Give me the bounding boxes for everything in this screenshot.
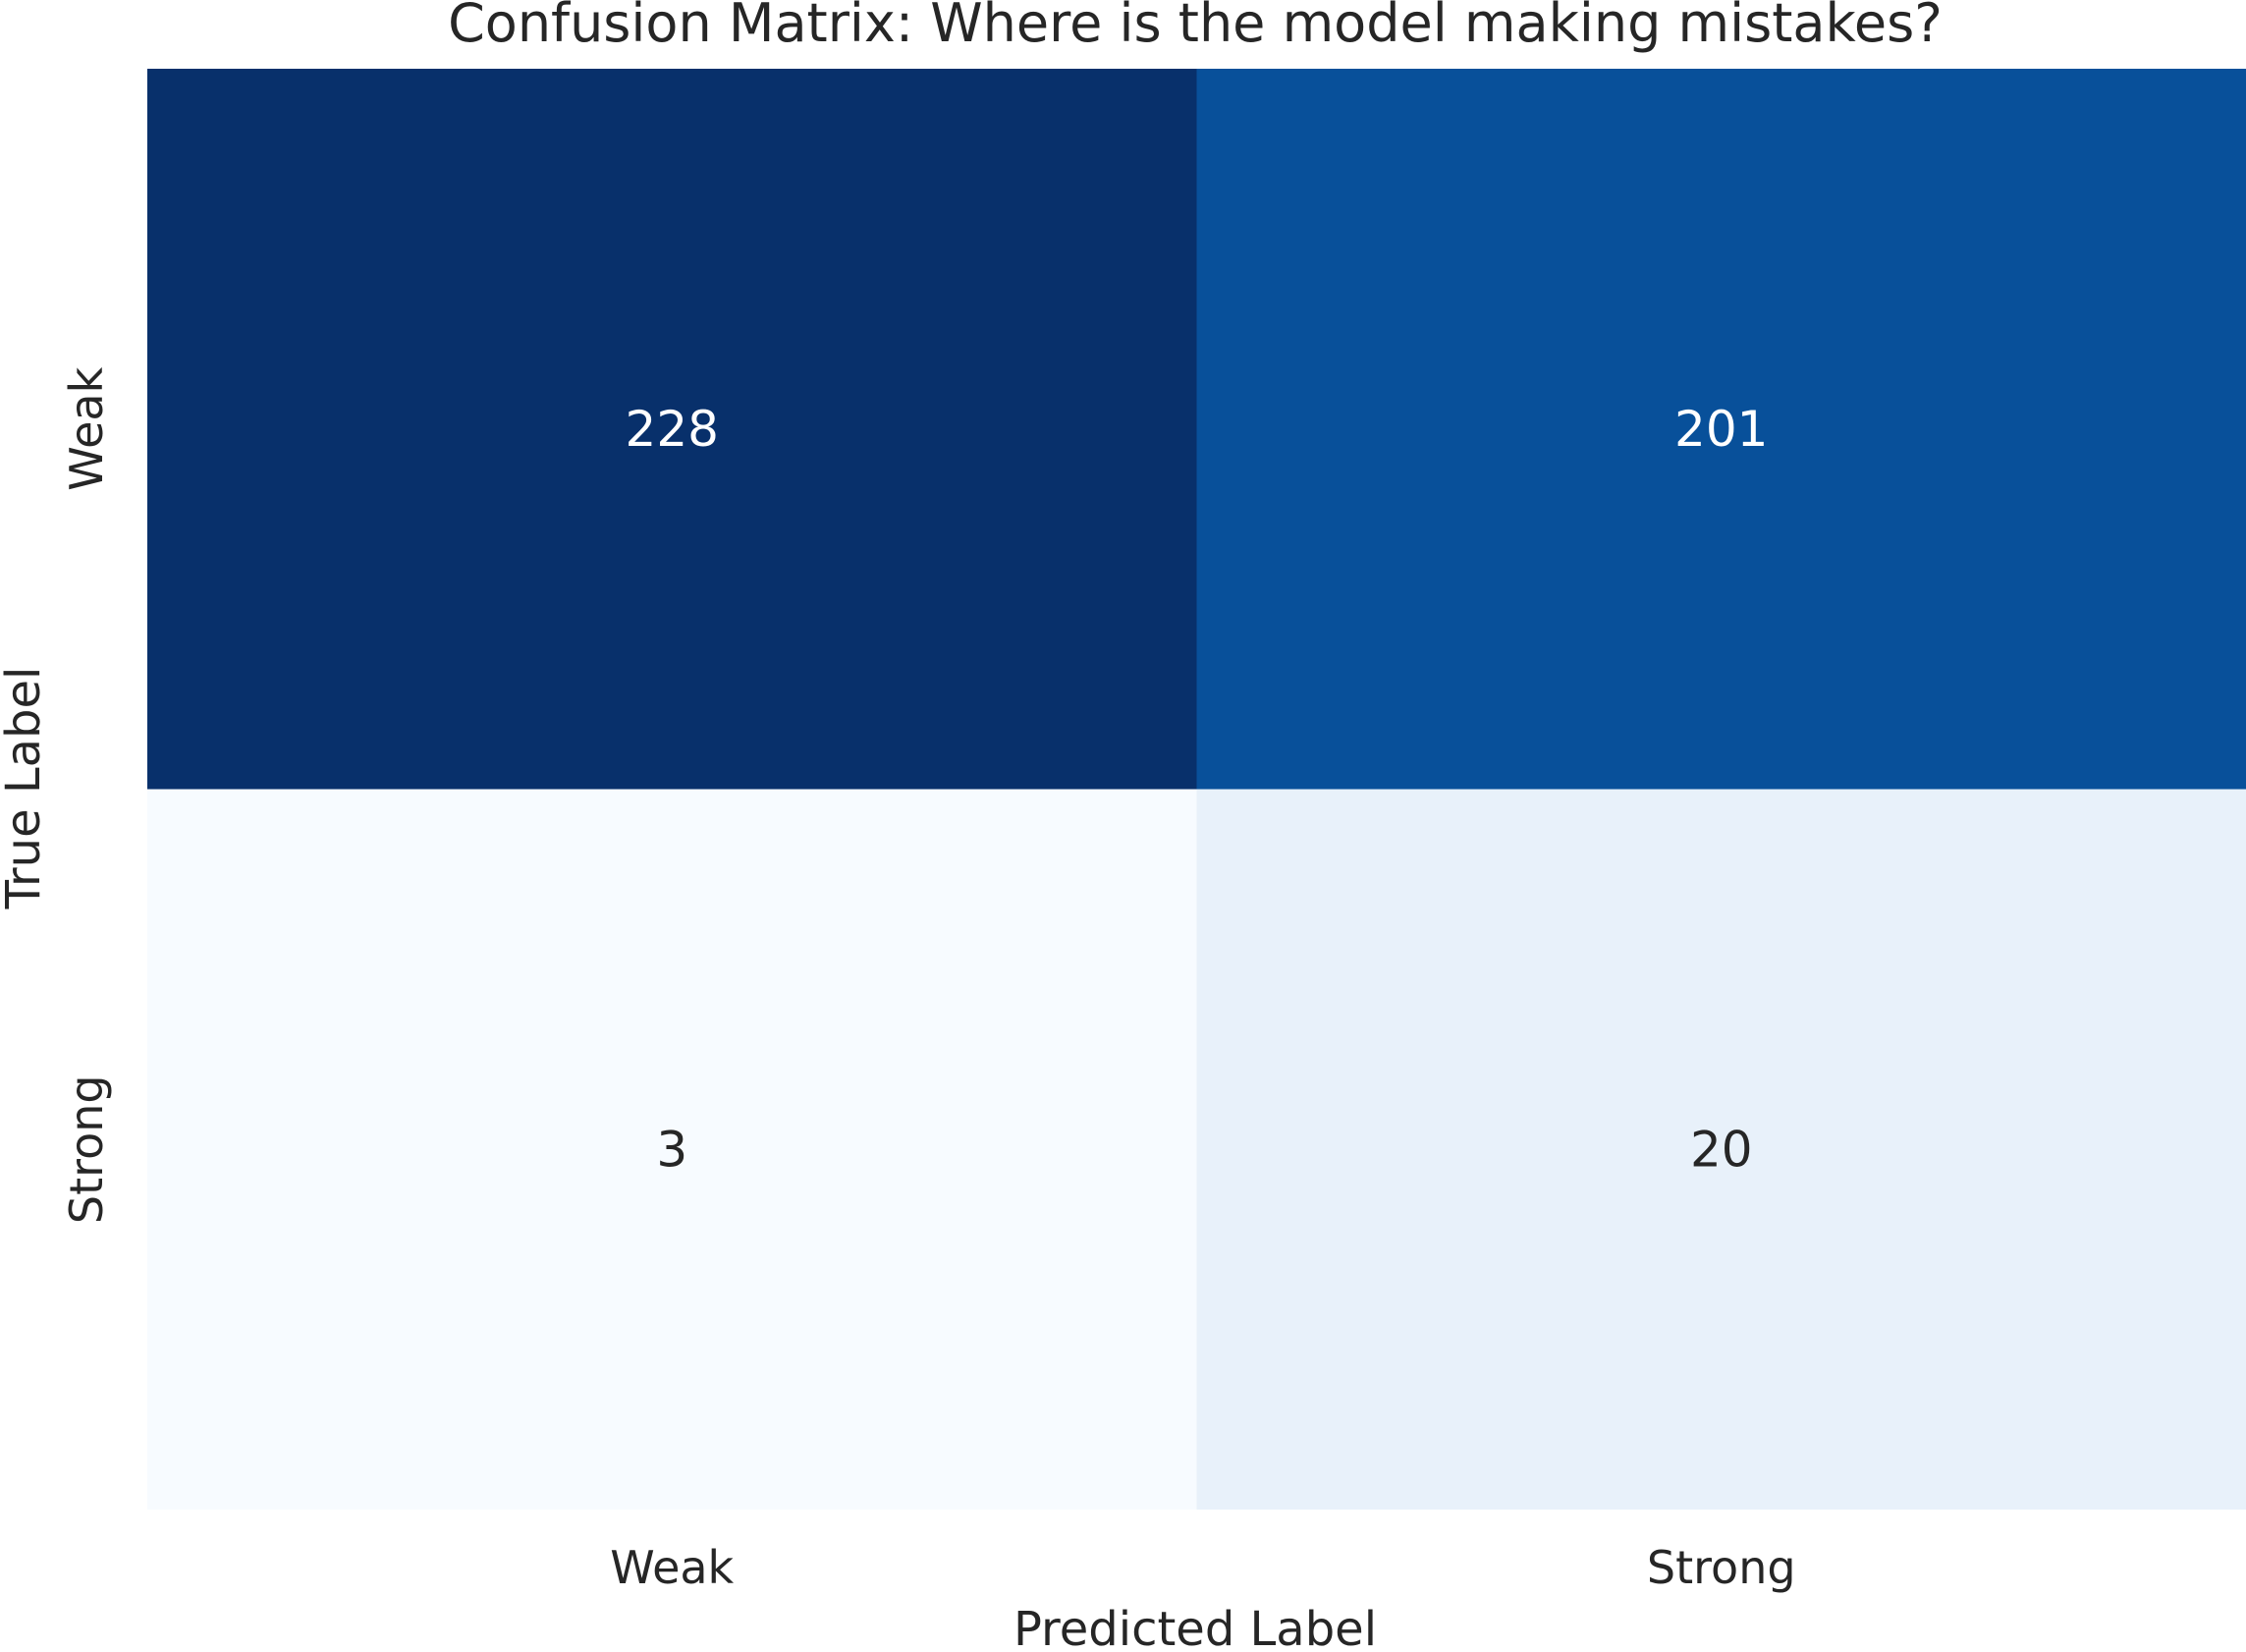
y-tick-labels: Weak Strong [60, 366, 113, 1224]
cell-value-weak-strong: 201 [1674, 401, 1768, 458]
cell-value-strong-weak: 3 [656, 1121, 687, 1178]
x-tick-labels: Weak Strong [610, 1541, 1795, 1594]
x-tick-label-weak: Weak [610, 1541, 734, 1594]
cell-value-weak-weak: 228 [626, 401, 719, 458]
cell-value-strong-strong: 20 [1690, 1121, 1753, 1178]
y-tick-label-strong: Strong [60, 1074, 113, 1224]
x-axis-label: Predicted Label [1013, 1602, 1377, 1647]
y-axis-label: True Label [0, 667, 51, 910]
chart-title: Confusion Matrix: Where is the model mak… [448, 0, 1943, 54]
y-tick-label-weak: Weak [60, 366, 113, 490]
x-tick-label-strong: Strong [1647, 1541, 1796, 1594]
heatmap-cells [147, 69, 2246, 1510]
